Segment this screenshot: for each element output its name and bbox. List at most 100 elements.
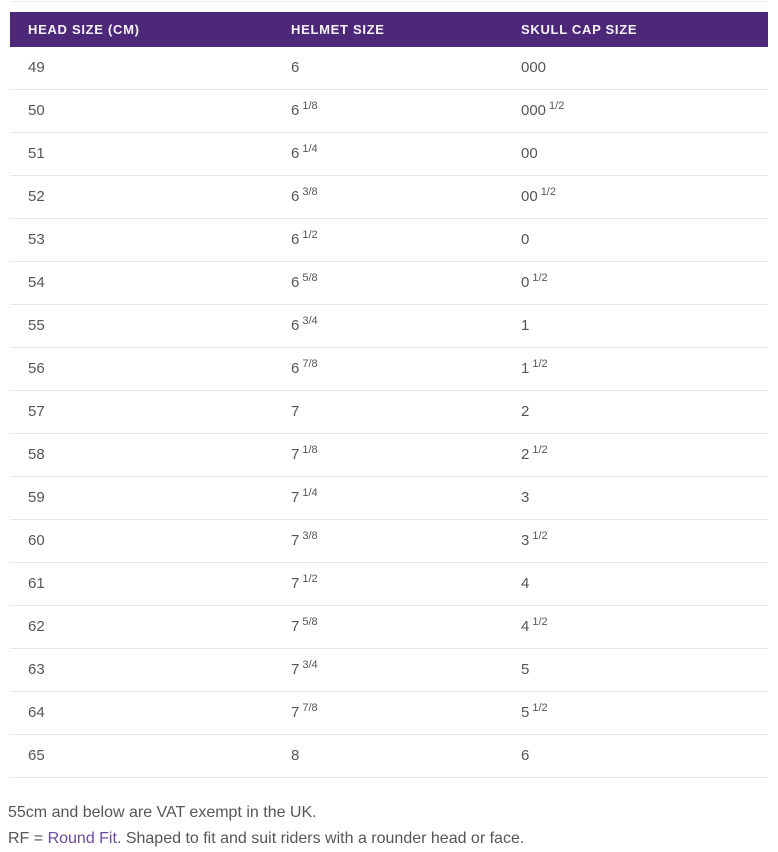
helmet-size-cell: 6 1/4: [273, 132, 503, 176]
column-header-helmet-size: HELMET SIZE: [273, 12, 503, 47]
table-row: 60 7 3/8 3 1/2: [10, 519, 768, 563]
table-row: 62 7 5/8 4 1/2: [10, 605, 768, 649]
table-row: 63 7 3/4 5: [10, 648, 768, 692]
round-fit-link[interactable]: Round Fit: [47, 830, 117, 847]
helmet-size-value: 6: [291, 231, 300, 248]
skull-cap-size-fraction: 1/2: [532, 530, 548, 542]
skull-cap-size-cell: 3 1/2: [503, 519, 768, 563]
helmet-size-cell: 8: [273, 734, 503, 778]
helmet-size-value: 8: [291, 747, 300, 764]
top-divider: [10, 1, 768, 2]
table-row: 52 6 3/8 00 1/2: [10, 175, 768, 219]
skull-cap-size-value: 3: [521, 532, 530, 549]
column-header-head-size: HEAD SIZE (CM): [10, 12, 273, 47]
size-table: HEAD SIZE (CM) HELMET SIZE SKULL CAP SIZ…: [10, 12, 768, 778]
skull-cap-size-value: 5: [521, 661, 530, 678]
skull-cap-size-cell: 1: [503, 304, 768, 348]
skull-cap-size-value: 000: [521, 59, 547, 76]
helmet-size-cell: 7 1/2: [273, 562, 503, 606]
helmet-size-cell: 7 1/8: [273, 433, 503, 477]
round-fit-prefix: RF =: [8, 830, 48, 847]
skull-cap-size-fraction: 1/2: [532, 358, 548, 370]
helmet-size-value: 7: [291, 661, 300, 678]
skull-cap-size-cell: 5: [503, 648, 768, 692]
helmet-size-fraction: 5/8: [302, 616, 318, 628]
skull-cap-size-value: 2: [521, 446, 530, 463]
helmet-size-cell: 6 3/8: [273, 175, 503, 219]
head-size-cell: 51: [10, 132, 273, 176]
skull-cap-size-value: 000: [521, 102, 547, 119]
helmet-size-cell: 6 1/8: [273, 89, 503, 133]
head-size-cell: 53: [10, 218, 273, 262]
skull-cap-size-cell: 6: [503, 734, 768, 778]
helmet-size-fraction: 7/8: [302, 358, 318, 370]
helmet-size-cell: 7 3/4: [273, 648, 503, 692]
helmet-size-fraction: 3/8: [302, 530, 318, 542]
head-size-cell: 61: [10, 562, 273, 606]
helmet-size-value: 7: [291, 704, 300, 721]
round-fit-suffix: . Shaped to fit and suit riders with a r…: [116, 830, 525, 847]
table-row: 50 6 1/8 000 1/2: [10, 89, 768, 133]
head-size-cell: 59: [10, 476, 273, 520]
table-row: 65 8 6: [10, 734, 768, 778]
head-size-cell: 50: [10, 89, 273, 133]
helmet-size-value: 6: [291, 360, 300, 377]
skull-cap-size-cell: 000 1/2: [503, 89, 768, 133]
head-size-cell: 54: [10, 261, 273, 305]
table-row: 58 7 1/8 2 1/2: [10, 433, 768, 477]
helmet-size-value: 6: [291, 317, 300, 334]
skull-cap-size-fraction: 1/2: [540, 186, 556, 198]
head-size-cell: 56: [10, 347, 273, 391]
table-row: 55 6 3/4 1: [10, 304, 768, 348]
helmet-size-value: 6: [291, 102, 300, 119]
helmet-size-value: 7: [291, 575, 300, 592]
skull-cap-size-cell: 1 1/2: [503, 347, 768, 391]
table-row: 51 6 1/4 00: [10, 132, 768, 176]
skull-cap-size-value: 0: [521, 231, 530, 248]
skull-cap-size-value: 2: [521, 403, 530, 420]
table-row: 59 7 1/4 3: [10, 476, 768, 520]
helmet-size-value: 7: [291, 489, 300, 506]
skull-cap-size-fraction: 1/2: [532, 702, 548, 714]
skull-cap-size-cell: 3: [503, 476, 768, 520]
skull-cap-size-value: 4: [521, 575, 530, 592]
skull-cap-size-cell: 4 1/2: [503, 605, 768, 649]
table-row: 56 6 7/8 1 1/2: [10, 347, 768, 391]
skull-cap-size-value: 5: [521, 704, 530, 721]
skull-cap-size-value: 1: [521, 317, 530, 334]
helmet-size-cell: 6 3/4: [273, 304, 503, 348]
helmet-size-fraction: 1/2: [302, 229, 318, 241]
skull-cap-size-value: 00: [521, 188, 538, 205]
head-size-cell: 65: [10, 734, 273, 778]
helmet-size-fraction: 5/8: [302, 272, 318, 284]
vat-note: 55cm and below are VAT exempt in the UK.: [8, 804, 317, 821]
helmet-size-cell: 7: [273, 390, 503, 434]
helmet-size-value: 6: [291, 274, 300, 291]
helmet-size-cell: 7 1/4: [273, 476, 503, 520]
skull-cap-size-value: 0: [521, 274, 530, 291]
head-size-cell: 60: [10, 519, 273, 563]
table-row: 64 7 7/8 5 1/2: [10, 691, 768, 735]
head-size-cell: 58: [10, 433, 273, 477]
size-guide-section: HEAD SIZE (CM) HELMET SIZE SKULL CAP SIZ…: [10, 12, 768, 778]
head-size-cell: 62: [10, 605, 273, 649]
skull-cap-size-value: 1: [521, 360, 530, 377]
helmet-size-fraction: 7/8: [302, 702, 318, 714]
helmet-size-fraction: 3/4: [302, 659, 318, 671]
skull-cap-size-value: 4: [521, 618, 530, 635]
helmet-size-value: 6: [291, 59, 300, 76]
skull-cap-size-cell: 0: [503, 218, 768, 262]
table-row: 61 7 1/2 4: [10, 562, 768, 606]
head-size-cell: 63: [10, 648, 273, 692]
skull-cap-size-cell: 2 1/2: [503, 433, 768, 477]
helmet-size-fraction: 1/2: [302, 573, 318, 585]
skull-cap-size-fraction: 1/2: [532, 616, 548, 628]
skull-cap-size-cell: 0 1/2: [503, 261, 768, 305]
size-guide-notes: 55cm and below are VAT exempt in the UK.…: [8, 800, 768, 852]
column-header-skull-cap-size: SKULL CAP SIZE: [503, 12, 768, 47]
skull-cap-size-value: 6: [521, 747, 530, 764]
skull-cap-size-value: 00: [521, 145, 538, 162]
helmet-size-cell: 6 1/2: [273, 218, 503, 262]
helmet-size-cell: 7 3/8: [273, 519, 503, 563]
